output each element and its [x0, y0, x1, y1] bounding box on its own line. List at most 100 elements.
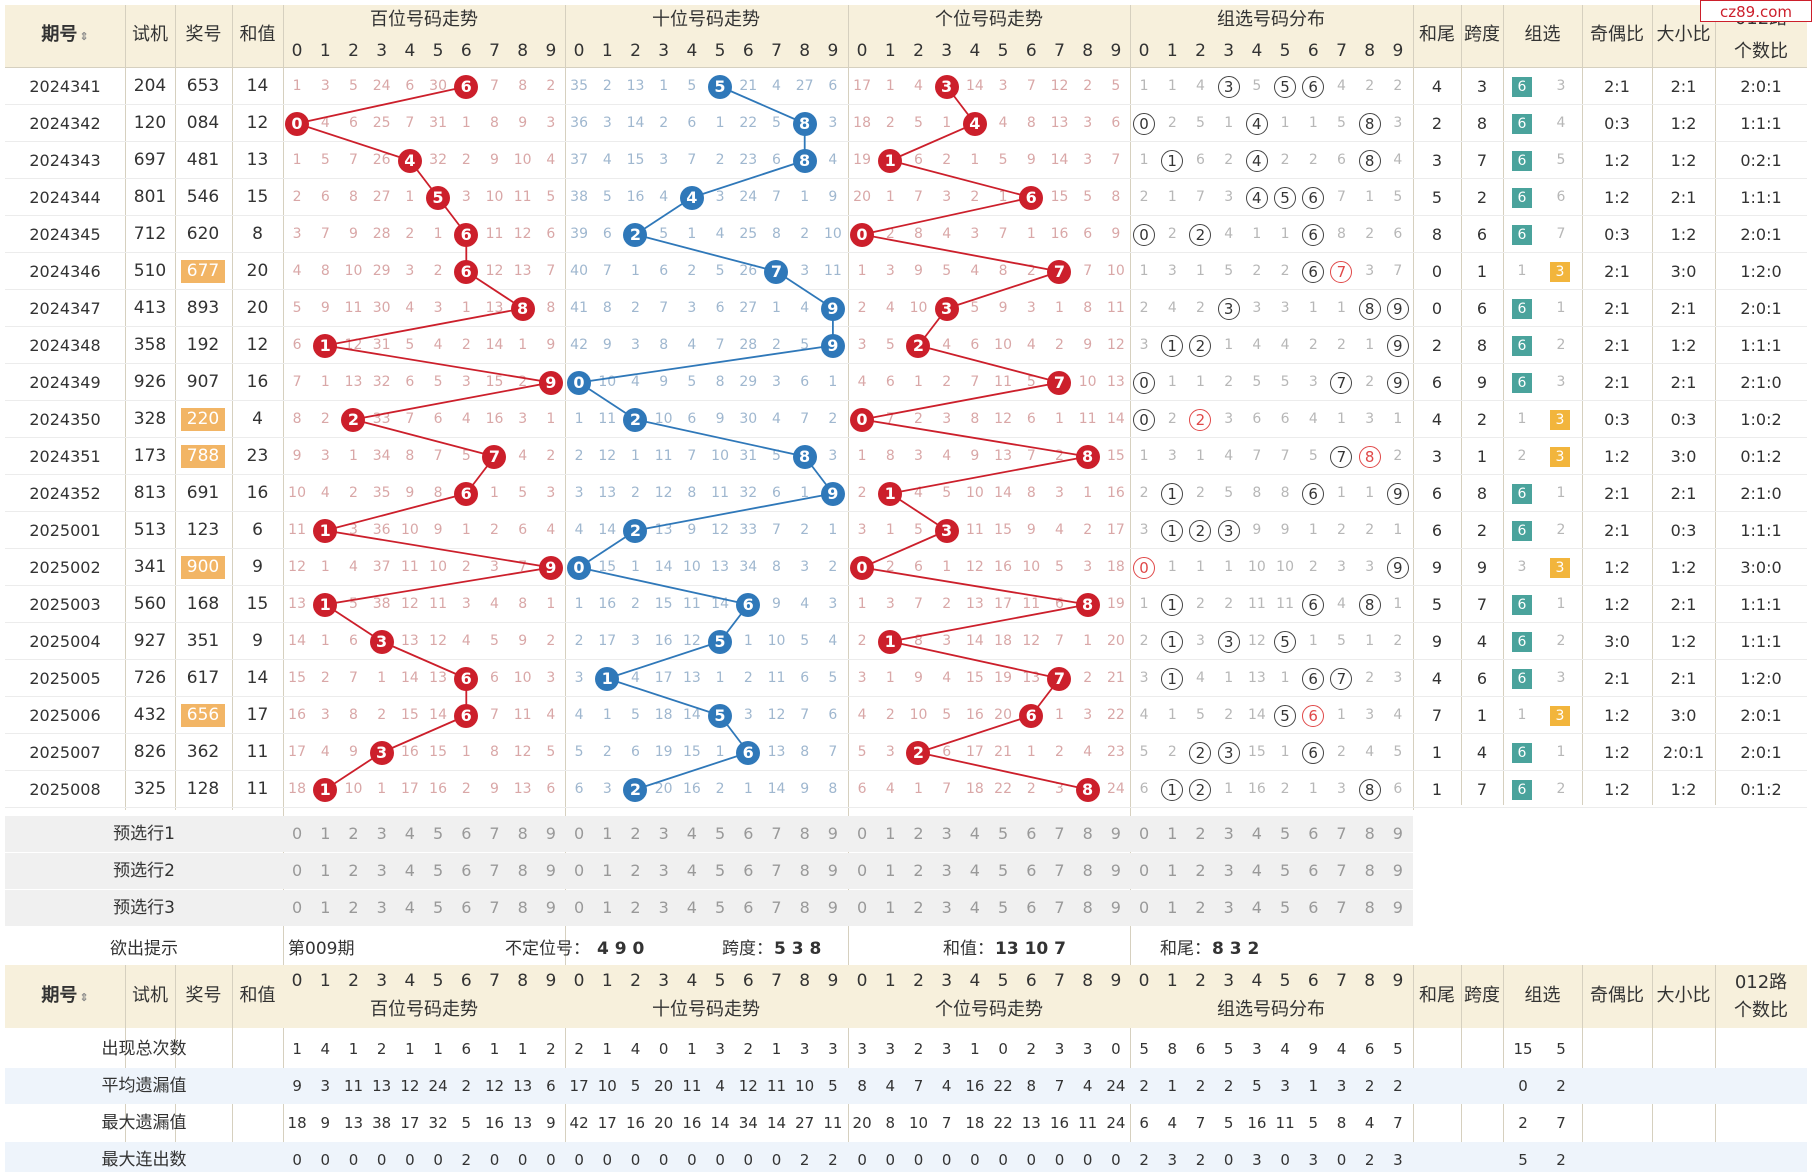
preselect-digit[interactable]: 8: [799, 898, 810, 917]
preselect-digit[interactable]: 3: [1223, 861, 1234, 880]
preselect-digit[interactable]: 1: [602, 861, 613, 880]
preselect-digit[interactable]: 0: [857, 898, 868, 917]
preselect-digit[interactable]: 5: [433, 898, 444, 917]
preselect-digit[interactable]: 3: [376, 824, 387, 843]
preselect-digit[interactable]: 1: [885, 861, 896, 880]
preselect-digit[interactable]: 2: [1195, 898, 1206, 917]
preselect-digit[interactable]: 8: [799, 861, 810, 880]
preselect-digit[interactable]: 7: [1054, 861, 1065, 880]
preselect-digit[interactable]: 4: [969, 861, 980, 880]
preselect-digit[interactable]: 1: [602, 898, 613, 917]
preselect-digit[interactable]: 5: [433, 861, 444, 880]
preselect-digit[interactable]: 0: [292, 898, 303, 917]
preselect-digit[interactable]: 9: [545, 861, 556, 880]
preselect-digit[interactable]: 2: [348, 861, 359, 880]
preselect-digit[interactable]: 4: [686, 898, 697, 917]
preselect-digit[interactable]: 1: [1167, 824, 1178, 843]
preselect-digit[interactable]: 5: [998, 861, 1009, 880]
preselect-digit[interactable]: 8: [517, 824, 528, 843]
preselect-digit[interactable]: 0: [574, 824, 585, 843]
preselect-digit[interactable]: 9: [1110, 824, 1121, 843]
preselect-digit[interactable]: 2: [1195, 861, 1206, 880]
sort-arrows-icon[interactable]: ⇕: [79, 30, 89, 43]
preselect-digit[interactable]: 7: [489, 898, 500, 917]
preselect-digit[interactable]: 8: [799, 824, 810, 843]
preselect-digit[interactable]: 9: [545, 898, 556, 917]
preselect-digit[interactable]: 6: [1026, 824, 1037, 843]
preselect-digit[interactable]: 3: [1223, 824, 1234, 843]
preselect-digit[interactable]: 5: [998, 824, 1009, 843]
preselect-digit[interactable]: 5: [715, 898, 726, 917]
preselect-digit[interactable]: 3: [376, 898, 387, 917]
preselect-digit[interactable]: 2: [348, 824, 359, 843]
preselect-digit[interactable]: 4: [1251, 861, 1262, 880]
preselect-digit[interactable]: 8: [1082, 898, 1093, 917]
preselect-digit[interactable]: 0: [292, 824, 303, 843]
preselect-digit[interactable]: 3: [376, 861, 387, 880]
preselect-digit[interactable]: 7: [771, 898, 782, 917]
preselect-digit[interactable]: 0: [1139, 824, 1150, 843]
preselect-digit[interactable]: 5: [433, 824, 444, 843]
preselect-digit[interactable]: 9: [1392, 824, 1403, 843]
preselect-digit[interactable]: 6: [1308, 824, 1319, 843]
preselect-digit[interactable]: 3: [941, 898, 952, 917]
preselect-digit[interactable]: 6: [1308, 898, 1319, 917]
preselect-digit[interactable]: 1: [602, 824, 613, 843]
preselect-digit[interactable]: 2: [1195, 824, 1206, 843]
preselect-digit[interactable]: 8: [517, 861, 528, 880]
preselect-digit[interactable]: 8: [1082, 861, 1093, 880]
sort-arrows-icon[interactable]: ⇕: [79, 991, 89, 1004]
preselect-digit[interactable]: 5: [1280, 898, 1291, 917]
preselect-digit[interactable]: 7: [771, 861, 782, 880]
preselect-digit[interactable]: 6: [743, 824, 754, 843]
preselect-digit[interactable]: 4: [1251, 824, 1262, 843]
preselect-digit[interactable]: 4: [969, 824, 980, 843]
preselect-digit[interactable]: 1: [885, 898, 896, 917]
preselect-digit[interactable]: 5: [715, 824, 726, 843]
preselect-digit[interactable]: 9: [1110, 861, 1121, 880]
preselect-digit[interactable]: 2: [913, 898, 924, 917]
preselect-digit[interactable]: 5: [1280, 861, 1291, 880]
preselect-digit[interactable]: 3: [1223, 898, 1234, 917]
preselect-digit[interactable]: 2: [913, 824, 924, 843]
preselect-digit[interactable]: 4: [969, 898, 980, 917]
preselect-digit[interactable]: 1: [1167, 861, 1178, 880]
preselect-digit[interactable]: 3: [941, 824, 952, 843]
preselect-digit[interactable]: 1: [320, 824, 331, 843]
footer-issue-header[interactable]: 期号 ⇕: [5, 980, 125, 1012]
preselect-digit[interactable]: 7: [489, 861, 500, 880]
preselect-digit[interactable]: 3: [658, 861, 669, 880]
preselect-digit[interactable]: 6: [743, 861, 754, 880]
preselect-digit[interactable]: 9: [827, 824, 838, 843]
preselect-digit[interactable]: 3: [658, 824, 669, 843]
preselect-digit[interactable]: 4: [1251, 898, 1262, 917]
preselect-digit[interactable]: 8: [1082, 824, 1093, 843]
preselect-digit[interactable]: 8: [1364, 861, 1375, 880]
preselect-digit[interactable]: 3: [941, 861, 952, 880]
preselect-digit[interactable]: 1: [885, 824, 896, 843]
preselect-digit[interactable]: 9: [827, 898, 838, 917]
preselect-digit[interactable]: 9: [545, 824, 556, 843]
preselect-digit[interactable]: 1: [320, 861, 331, 880]
preselect-digit[interactable]: 7: [489, 824, 500, 843]
preselect-digit[interactable]: 7: [771, 824, 782, 843]
preselect-digit[interactable]: 0: [1139, 861, 1150, 880]
preselect-digit[interactable]: 6: [743, 898, 754, 917]
preselect-digit[interactable]: 6: [461, 824, 472, 843]
preselect-digit[interactable]: 4: [686, 824, 697, 843]
preselect-digit[interactable]: 7: [1054, 898, 1065, 917]
preselect-digit[interactable]: 6: [1026, 898, 1037, 917]
preselect-digit[interactable]: 8: [517, 898, 528, 917]
preselect-digit[interactable]: 0: [857, 824, 868, 843]
preselect-digit[interactable]: 5: [1280, 824, 1291, 843]
issue-header[interactable]: 期号 ⇕: [5, 20, 125, 50]
preselect-digit[interactable]: 6: [461, 898, 472, 917]
preselect-digit[interactable]: 1: [1167, 898, 1178, 917]
preselect-digit[interactable]: 7: [1336, 898, 1347, 917]
preselect-digit[interactable]: 7: [1336, 861, 1347, 880]
preselect-digit[interactable]: 3: [658, 898, 669, 917]
preselect-digit[interactable]: 9: [1392, 898, 1403, 917]
preselect-digit[interactable]: 9: [827, 861, 838, 880]
preselect-digit[interactable]: 0: [574, 861, 585, 880]
preselect-digit[interactable]: 9: [1392, 861, 1403, 880]
